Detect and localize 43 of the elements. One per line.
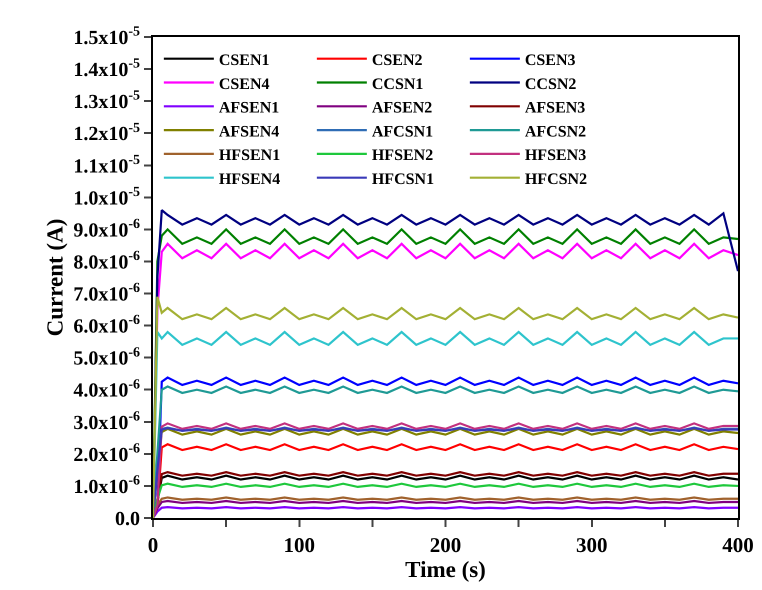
legend-label: HFSEN4 bbox=[218, 170, 280, 188]
y-tick-label: 1.2x10$^{-5}$ bbox=[73, 120, 140, 146]
y-tick-label: 1.3x10$^{-5}$ bbox=[73, 88, 140, 114]
x-tick-label: 200 bbox=[430, 533, 462, 558]
legend-label: CSEN2 bbox=[372, 52, 423, 69]
legend-label: CCSN1 bbox=[372, 76, 424, 93]
y-tick-label: 1.1x10$^{-5}$ bbox=[73, 152, 140, 178]
y-tick-label: 1.0x10$^{-5}$ bbox=[73, 184, 140, 210]
legend-label: CSEN4 bbox=[218, 76, 270, 93]
line-series bbox=[153, 500, 738, 518]
legend-label: AFSEN1 bbox=[218, 100, 280, 117]
legend-label: AFSEN2 bbox=[372, 100, 432, 117]
y-tick-label: 9.0x10$^{-6}$ bbox=[73, 217, 140, 242]
line-series bbox=[153, 506, 738, 518]
legend-label: AFSEN3 bbox=[524, 100, 586, 117]
legend-label: HFSEN1 bbox=[218, 147, 280, 164]
legend-label: AFCSN2 bbox=[524, 123, 586, 140]
y-tick-label: 0.0 bbox=[115, 508, 140, 530]
x-tick-label: 100 bbox=[284, 533, 315, 558]
y-tick-label: 7.0x10$^{-6}$ bbox=[73, 281, 140, 306]
x-tick-label: 400 bbox=[722, 533, 754, 558]
legend-label: CSEN1 bbox=[218, 52, 270, 69]
y-tick-label: 1.4x10$^{-5}$ bbox=[73, 56, 140, 82]
legend-label: HFSEN2 bbox=[372, 147, 434, 164]
y-axis-title: Current (A) bbox=[42, 218, 68, 336]
x-tick-label: 300 bbox=[576, 533, 608, 558]
y-tick-label: 3.0x10$^{-6}$ bbox=[73, 409, 140, 434]
legend-label: AFSEN4 bbox=[218, 123, 280, 140]
y-tick-label: 4.0x10$^{-6}$ bbox=[73, 377, 140, 402]
legend-label: HFSEN3 bbox=[524, 147, 586, 164]
legend-label: AFCSN1 bbox=[372, 123, 434, 140]
y-tick-label: 8.0x10$^{-6}$ bbox=[73, 249, 140, 274]
y-tick-label: 6.0x10$^{-6}$ bbox=[73, 313, 140, 338]
x-axis-title: Time (s) bbox=[405, 557, 486, 582]
legend-label: HFCSN1 bbox=[372, 170, 434, 188]
legend-label: CCSN2 bbox=[524, 76, 576, 93]
y-tick-label: 1.5x10$^{-5}$ bbox=[73, 24, 140, 49]
y-tick-label: 5.0x10$^{-6}$ bbox=[73, 345, 140, 370]
y-tick-label: 1.0x10$^{-6}$ bbox=[73, 474, 140, 498]
y-tick-label: 2.0x10$^{-6}$ bbox=[73, 441, 140, 466]
x-tick-label: 0 bbox=[148, 533, 158, 558]
legend-label: CSEN3 bbox=[524, 52, 576, 69]
legend-label: HFCSN2 bbox=[524, 170, 588, 188]
